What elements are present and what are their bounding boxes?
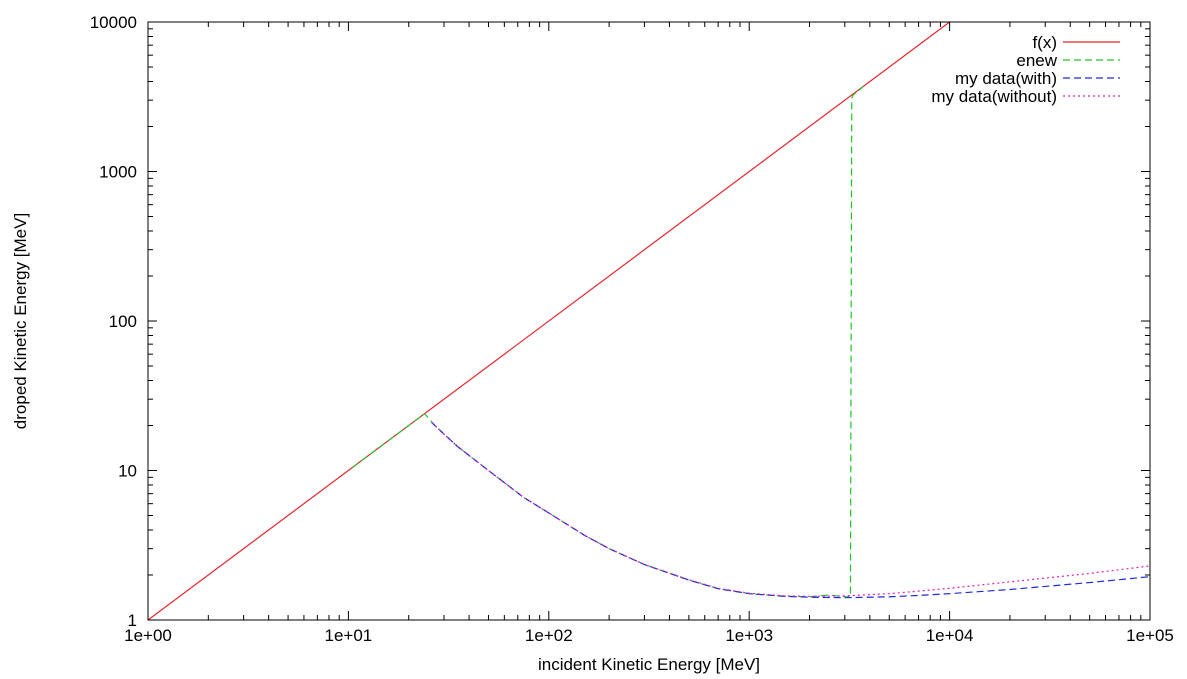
x-axis-label: incident Kinetic Energy [MeV]: [538, 655, 760, 674]
x-tick-label: 1e+04: [926, 626, 974, 645]
series-line-2: [431, 421, 1150, 599]
legend-label-3: my data(without): [931, 87, 1057, 106]
plot-area: [148, 22, 1150, 620]
series-line-0: [148, 22, 950, 620]
y-tick-label: 1: [128, 611, 137, 630]
axes: 1e+00 1e+01 1e+02 1e+03 1e+04 1e+05 1 10 100 1000…: [90, 13, 1174, 645]
x-tick-label: 1e+00: [124, 626, 172, 645]
legend-label-2: my data(with): [955, 69, 1057, 88]
y-tick-label: 1000: [99, 163, 137, 182]
series-line-3: [431, 421, 1150, 597]
x-tick-label: 1e+02: [525, 626, 573, 645]
plot-frame: [147, 21, 1151, 621]
y-tick-label: 10: [118, 462, 137, 481]
y-tick-label: 100: [109, 312, 137, 331]
x-tick-label: 1e+03: [725, 626, 773, 645]
series-line-1: [352, 86, 864, 598]
y-axis-label: droped Kinetic Energy [MeV]: [11, 213, 30, 429]
legend-label-0: f(x): [1032, 33, 1057, 52]
x-tick-label: 1e+05: [1126, 626, 1174, 645]
y-tick-label: 10000: [90, 13, 137, 32]
legend-label-1: enew: [1016, 51, 1057, 70]
x-tick-label: 1e+01: [325, 626, 373, 645]
